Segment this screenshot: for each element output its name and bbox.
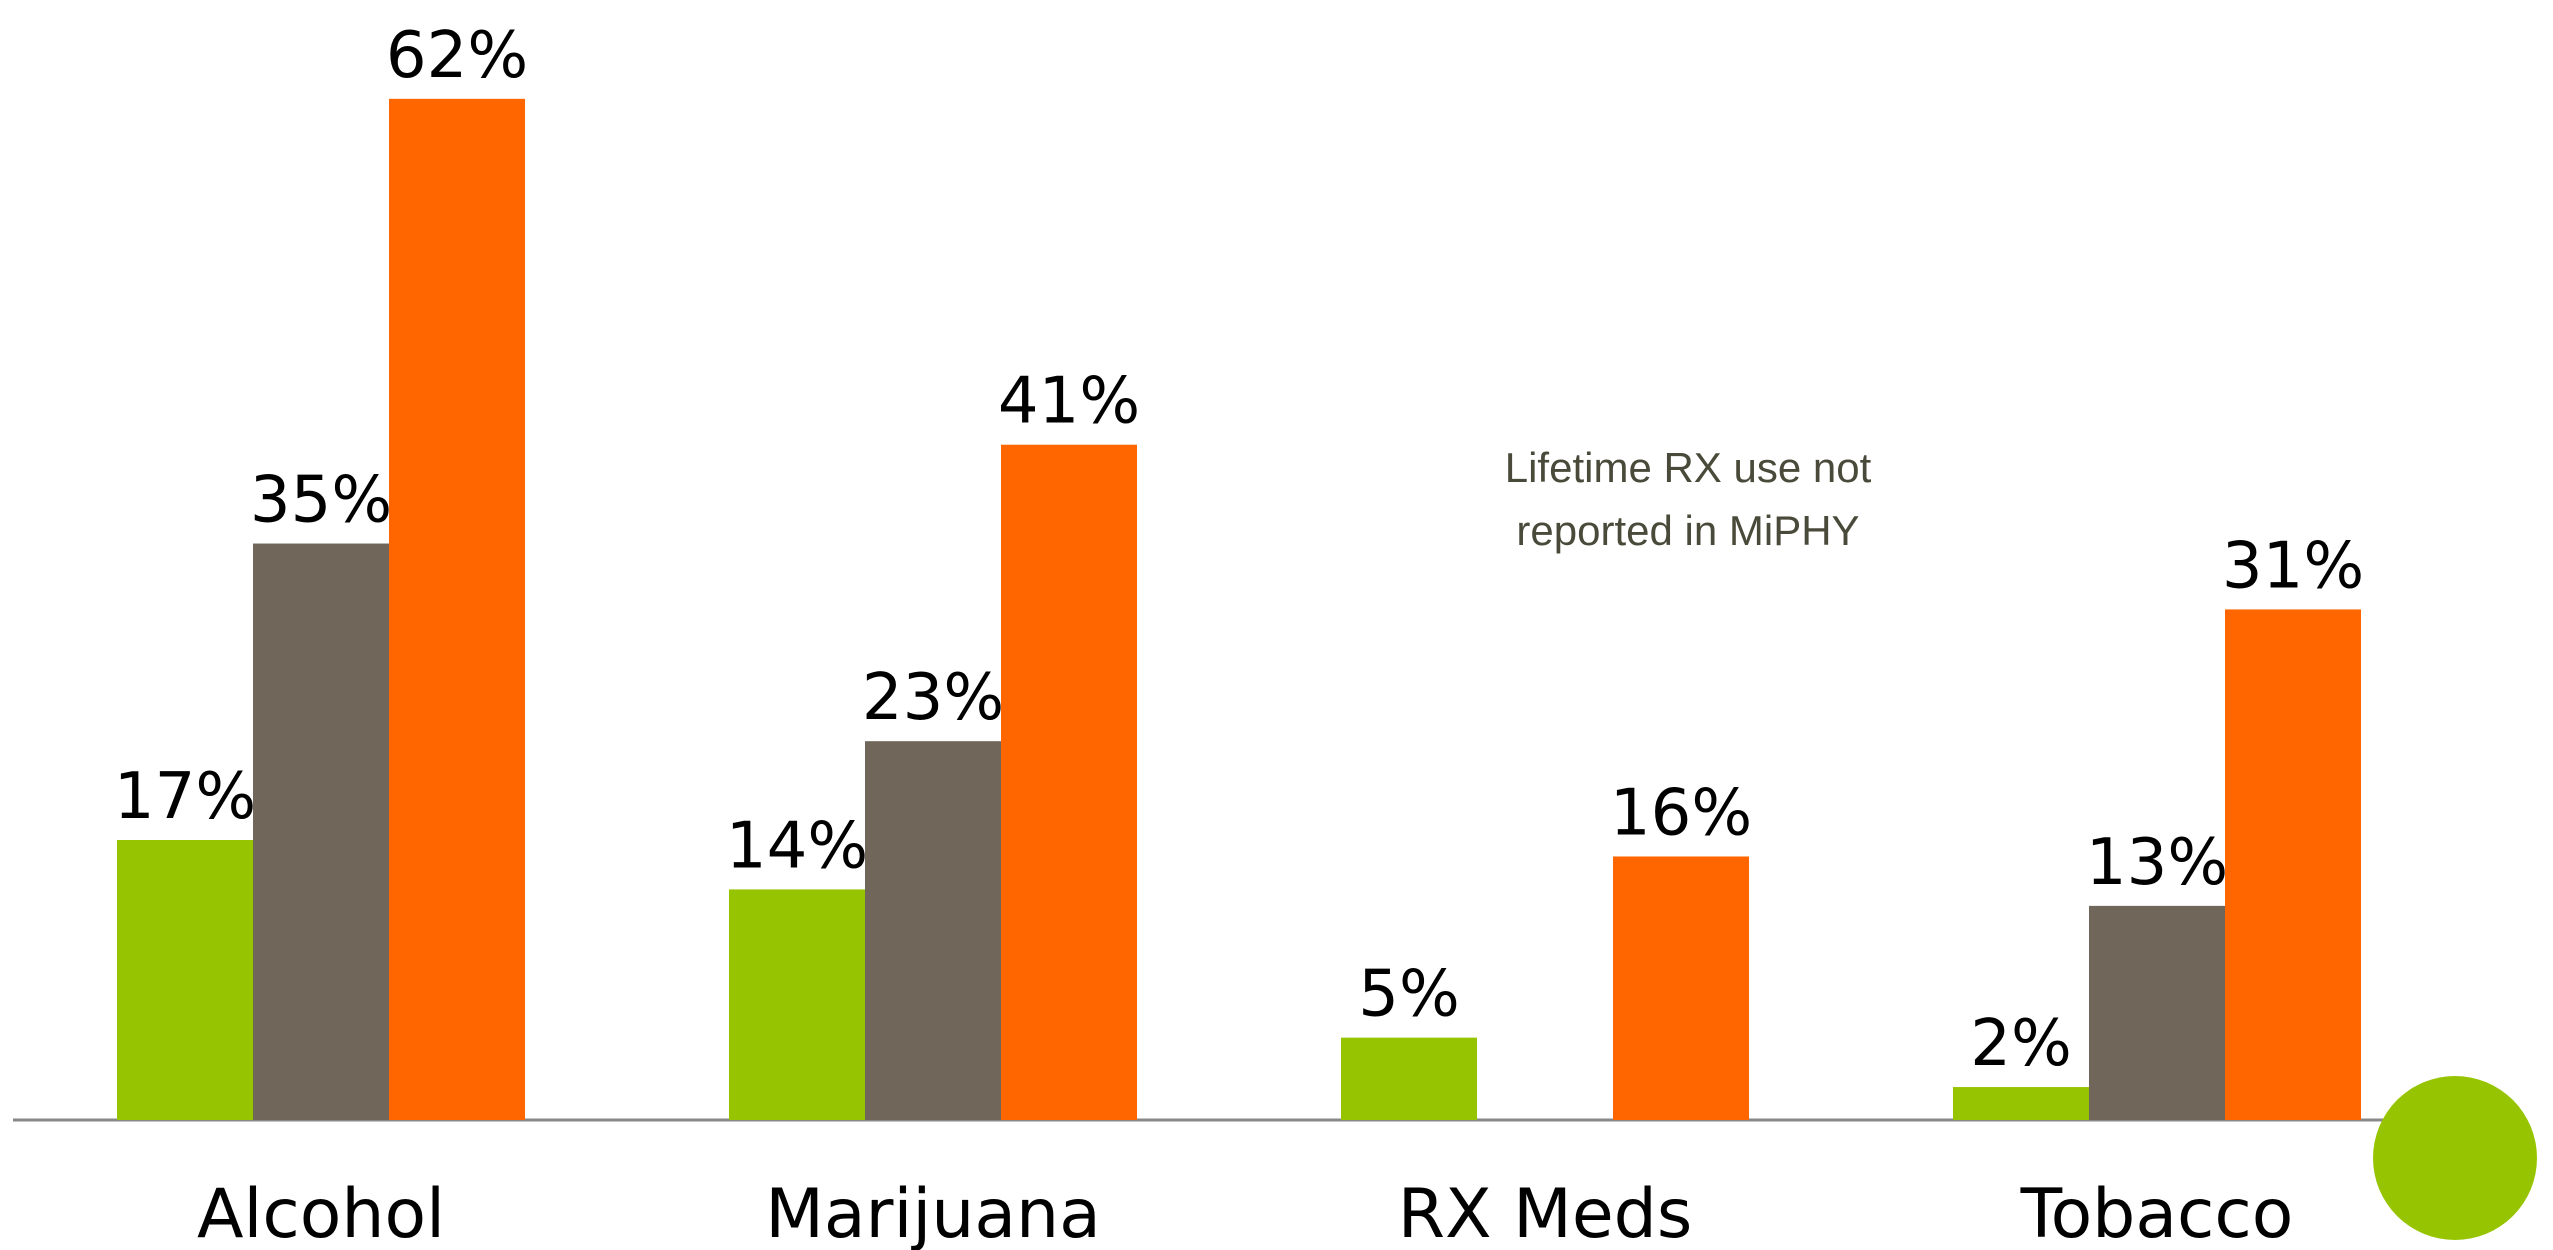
bar [2089,905,2225,1120]
bar [1613,856,1749,1120]
bar [1341,1037,1477,1120]
bar [2225,609,2361,1120]
data-label: 23% [862,661,1004,735]
annotation: reported in MiPHY [1516,507,1859,554]
data-label: 17% [114,760,256,834]
bar [729,889,865,1120]
data-label: 2% [1970,1007,2072,1081]
annotation: Lifetime RX use not [1505,444,1872,491]
bar [1001,444,1137,1120]
bar [865,741,1001,1120]
data-label: 5% [1358,958,1460,1032]
bar [389,98,525,1120]
x-tick-label: Alcohol [197,1175,445,1250]
data-label: 62% [386,19,528,93]
data-label: 31% [2222,529,2364,603]
decoration-circle [2373,1076,2537,1240]
x-tick-label: RX Meds [1398,1175,1693,1250]
bar [117,840,253,1120]
bar [1953,1087,2089,1120]
bar [253,543,389,1120]
data-label: 13% [2086,826,2228,900]
data-label: 41% [998,365,1140,439]
data-label: 14% [726,809,868,883]
x-tick-label: Marijuana [765,1175,1101,1250]
data-label: 16% [1610,776,1752,850]
x-tick-label: Tobacco [2020,1175,2294,1250]
data-label: 35% [250,464,392,538]
